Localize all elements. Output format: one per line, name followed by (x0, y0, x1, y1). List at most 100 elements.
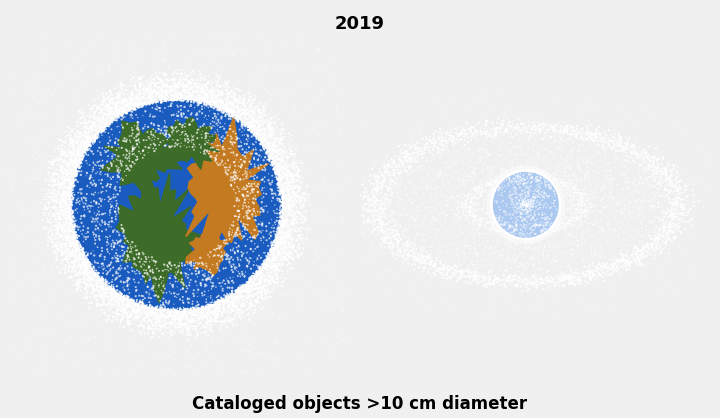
Point (269, 167, 281, 173)
Point (245, 273, 256, 280)
Point (179, 92, 191, 99)
Point (61, 232, 73, 239)
Point (476, 102, 487, 109)
Point (245, 124, 256, 130)
Point (240, 118, 251, 125)
Point (522, 199, 534, 206)
Point (359, 192, 371, 199)
Point (550, 185, 562, 192)
Point (442, 148, 454, 154)
Point (108, 204, 120, 211)
Point (137, 300, 148, 306)
Point (244, 89, 256, 96)
Point (402, 212, 413, 218)
Point (68, 260, 79, 267)
Point (108, 286, 120, 293)
Point (560, 187, 572, 194)
Point (68, 241, 79, 247)
Point (276, 279, 288, 285)
Point (63, 244, 75, 251)
Point (240, 210, 252, 217)
Point (277, 171, 289, 177)
Point (649, 163, 661, 170)
Point (405, 169, 417, 176)
Point (60, 209, 71, 216)
Point (168, 76, 180, 82)
Point (491, 217, 503, 224)
Point (579, 235, 590, 242)
Point (567, 215, 578, 222)
Point (269, 236, 281, 243)
Point (680, 206, 692, 213)
Point (489, 198, 500, 205)
Point (523, 171, 534, 178)
Point (115, 237, 127, 244)
Point (425, 260, 436, 267)
Point (263, 272, 274, 279)
Point (98, 104, 109, 111)
Point (564, 153, 576, 160)
Point (94, 118, 105, 125)
Point (154, 91, 166, 98)
Point (174, 97, 185, 103)
Point (120, 101, 131, 108)
Point (468, 271, 480, 278)
Point (510, 223, 522, 229)
Point (271, 271, 283, 278)
Point (222, 256, 234, 263)
Point (81, 283, 92, 290)
Point (81, 270, 92, 276)
Point (523, 222, 534, 229)
Point (609, 262, 621, 268)
Point (472, 196, 483, 202)
Point (275, 150, 287, 157)
Point (66, 251, 77, 258)
Point (413, 151, 424, 158)
Point (214, 363, 225, 370)
Point (286, 132, 297, 138)
Point (483, 280, 495, 287)
Point (356, 212, 368, 219)
Point (647, 217, 659, 223)
Point (569, 272, 580, 279)
Point (111, 247, 122, 253)
Point (68, 213, 79, 219)
Point (115, 291, 127, 298)
Point (282, 194, 293, 201)
Point (645, 158, 657, 164)
Point (149, 83, 161, 89)
Point (107, 108, 118, 115)
Point (166, 112, 178, 119)
Point (240, 294, 252, 301)
Point (381, 221, 392, 227)
Point (686, 136, 698, 143)
Point (150, 311, 161, 318)
Point (41, 177, 53, 184)
Point (279, 219, 291, 226)
Point (469, 218, 480, 225)
Point (272, 176, 284, 183)
Point (66, 178, 77, 185)
Point (474, 217, 486, 224)
Point (623, 218, 634, 224)
Point (284, 168, 295, 174)
Point (117, 158, 128, 165)
Point (449, 210, 460, 217)
Point (671, 222, 683, 229)
Point (282, 228, 294, 234)
Point (254, 137, 266, 143)
Point (85, 135, 96, 141)
Point (472, 200, 483, 206)
Point (486, 214, 498, 221)
Point (526, 216, 538, 222)
Point (510, 170, 522, 176)
Point (91, 273, 102, 279)
Point (132, 104, 144, 110)
Point (84, 134, 95, 141)
Point (131, 137, 143, 144)
Point (114, 107, 125, 114)
Point (410, 145, 421, 151)
Point (688, 199, 700, 205)
Point (460, 198, 472, 205)
Point (84, 260, 95, 266)
